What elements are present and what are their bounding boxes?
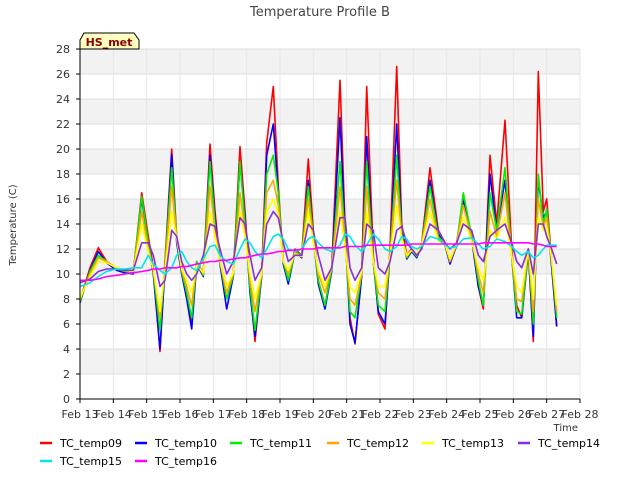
badge-shape	[79, 32, 140, 50]
plot-area	[79, 65, 558, 353]
legend-label: TC_temp10	[154, 437, 217, 450]
badge-label: HS_met	[86, 36, 133, 49]
x-tick-label: Feb 19	[262, 408, 299, 421]
y-tick-label: 12	[56, 243, 70, 256]
plot-background-bands	[80, 49, 580, 374]
band-row	[80, 99, 580, 124]
y-tick-label: 26	[56, 68, 70, 81]
legend-item-TC_temp13: TC_temp13	[422, 437, 504, 450]
band-row	[80, 49, 580, 74]
x-tick-label: Feb 14	[95, 408, 132, 421]
band-row	[80, 299, 580, 324]
legend-item-TC_temp14: TC_temp14	[518, 437, 600, 450]
legend-label: TC_temp15	[59, 455, 122, 468]
y-tick-label: 8	[63, 293, 70, 306]
x-tick-label: Feb 18	[228, 408, 265, 421]
y-tick-label: 28	[56, 43, 70, 56]
legend-item-TC_temp12: TC_temp12	[327, 437, 409, 450]
legend-label: TC_temp14	[537, 437, 600, 450]
legend-item-TC_temp15: TC_temp15	[40, 455, 122, 468]
legend-item-TC_temp11: TC_temp11	[230, 437, 312, 450]
x-tick-label: Feb 25	[462, 408, 499, 421]
x-tick-label: Feb 15	[128, 408, 165, 421]
y-tick-label: 4	[63, 343, 70, 356]
y-axis-label: Temperature (C)	[8, 184, 19, 266]
y-tick-label: 24	[56, 93, 70, 106]
band-row	[80, 349, 580, 374]
legend-item-TC_temp09: TC_temp09	[40, 437, 122, 450]
legend-label: TC_temp09	[59, 437, 122, 450]
x-tick-label: Feb 23	[395, 408, 432, 421]
legend-label: TC_temp16	[154, 455, 217, 468]
x-tick-label: Feb 22	[362, 408, 399, 421]
y-tick-label: 20	[56, 143, 70, 156]
y-tick-label: 16	[56, 193, 70, 206]
x-tick-label: Feb 13	[62, 408, 99, 421]
legend-label: TC_temp13	[441, 437, 504, 450]
series-line-TC_temp15	[79, 233, 557, 288]
x-axis-label: Time	[553, 423, 578, 434]
legend-item-TC_temp16: TC_temp16	[135, 455, 217, 468]
x-tick-label: Feb 28	[562, 408, 599, 421]
y-tick-label: 14	[56, 218, 70, 231]
x-tick-label: Feb 20	[295, 408, 332, 421]
y-tick-label: 0	[63, 393, 70, 406]
legend: TC_temp09 TC_temp10 TC_temp11 TC_temp12 TC_t…	[40, 437, 600, 468]
legend-item-TC_temp10: TC_temp10	[135, 437, 217, 450]
x-tick-label: Feb 26	[495, 408, 532, 421]
series-line-TC_temp16	[80, 242, 557, 282]
legend-label: TC_temp12	[346, 437, 409, 450]
x-tick-label: Feb 24	[428, 408, 465, 421]
x-tick-label: Feb 16	[162, 408, 199, 421]
chart-title: Temperature Profile B	[249, 5, 390, 20]
legend-label: TC_temp11	[249, 437, 312, 450]
y-tick-label: 18	[56, 168, 70, 181]
y-tick-label: 10	[56, 268, 70, 281]
x-tick-label: Feb 21	[328, 408, 365, 421]
y-tick-label: 22	[56, 118, 70, 131]
y-tick-label: 2	[63, 368, 70, 381]
x-tick-label: Feb 17	[195, 408, 232, 421]
band-row	[80, 149, 580, 174]
x-tick-label: Feb 27	[528, 408, 565, 421]
station-badge: HS_met	[79, 32, 140, 50]
series-line-TC_temp14	[79, 210, 558, 288]
y-tick-label: 6	[63, 318, 70, 331]
